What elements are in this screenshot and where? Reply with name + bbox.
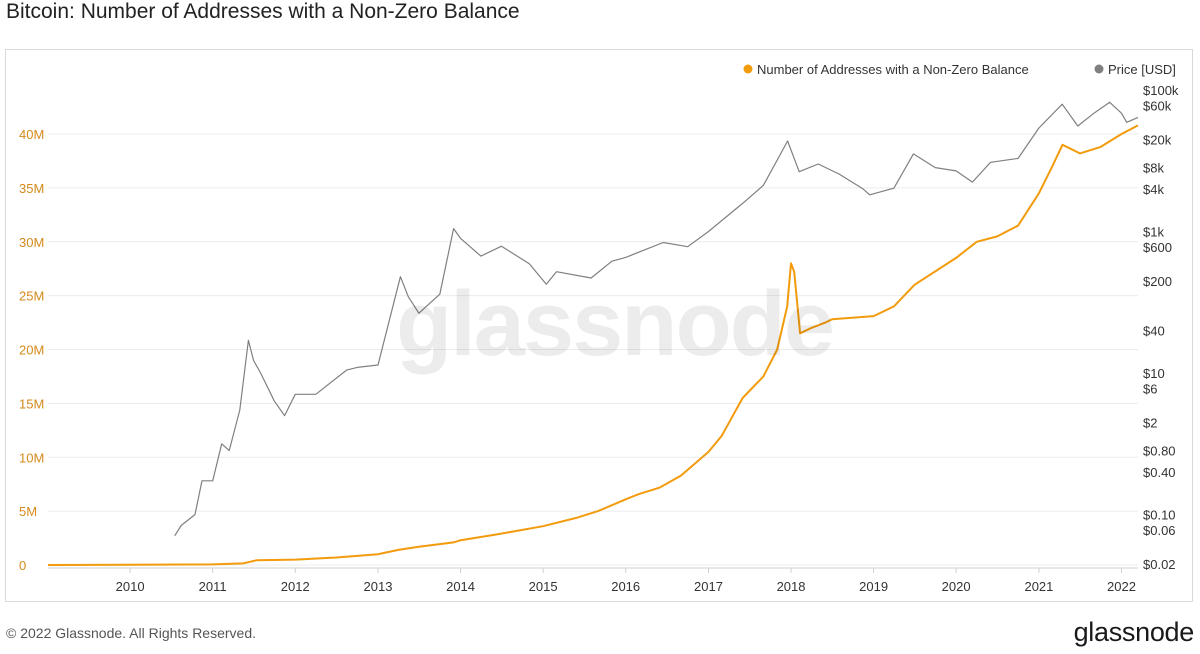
right-tick-label: $10: [1143, 366, 1165, 381]
copyright-text: © 2022 Glassnode. All Rights Reserved.: [6, 625, 257, 641]
right-tick-label: $20k: [1143, 132, 1172, 147]
left-tick-label: 35M: [19, 181, 44, 196]
chart-title: Bitcoin: Number of Addresses with a Non-…: [6, 0, 520, 23]
series-layer: [47, 101, 1139, 566]
right-tick-label: $0.40: [1143, 465, 1176, 480]
x-tick-label: 2021: [1024, 579, 1053, 594]
right-tick-label: $200: [1143, 274, 1172, 289]
right-tick-label: $0.80: [1143, 444, 1176, 459]
left-tick-label: 15M: [19, 396, 44, 411]
x-tick-label: 2014: [446, 579, 475, 594]
right-tick-label: $4k: [1143, 182, 1164, 197]
left-tick-label: 20M: [19, 343, 44, 358]
x-tick-label: 2018: [777, 579, 806, 594]
chart-panel: 0 5M 10M 15M 20M 25M 30M 35M 40M $0.02 $0.06 $0.10…: [5, 49, 1193, 602]
right-tick-label: $1k: [1143, 225, 1164, 240]
legend-label-price: Price [USD]: [1108, 62, 1176, 77]
legend-marker-addresses: [743, 64, 753, 74]
left-tick-label: 30M: [19, 235, 44, 250]
right-tick-label: $600: [1143, 240, 1172, 255]
right-tick-label: $6: [1143, 382, 1157, 397]
left-axis: 0 5M 10M 15M 20M 25M 30M 35M 40M: [19, 127, 44, 573]
grid: [48, 133, 1138, 566]
right-tick-label: $0.06: [1143, 523, 1176, 538]
glassnode-logo: glassnode: [1073, 617, 1195, 647]
x-tick-label: 2020: [942, 579, 971, 594]
x-tick-label: 2010: [116, 579, 145, 594]
x-tick-label: 2011: [199, 579, 227, 594]
right-tick-label: $40: [1143, 323, 1165, 338]
x-tick-label: 2012: [281, 579, 310, 594]
x-tick-label: 2017: [694, 579, 723, 594]
x-tick-label: 2013: [364, 579, 393, 594]
right-axis: $0.02 $0.06$0.10 $0.40 $0.80 $2 $6$10 $40 $200 $…: [1143, 83, 1179, 572]
price-series-line: [174, 101, 1139, 537]
x-axis: 2010 2011 2012 2013 2014 2015 2016 2017 2018 2019…: [48, 567, 1138, 594]
right-tick-label: $0.02: [1143, 557, 1176, 572]
left-tick-label: 25M: [19, 289, 44, 304]
addresses-series-line: [47, 124, 1139, 566]
left-tick-label: 10M: [19, 450, 44, 465]
right-tick-label: $100k: [1143, 83, 1179, 98]
x-tick-label: 2016: [611, 579, 640, 594]
right-tick-label: $0.10: [1143, 508, 1176, 523]
left-tick-label: 40M: [19, 127, 44, 142]
left-tick-label: 0: [19, 558, 26, 573]
right-tick-label: $60k: [1143, 99, 1172, 114]
legend-marker-price: [1094, 64, 1104, 74]
legend-label-addresses: Number of Addresses with a Non-Zero Bala…: [757, 62, 1029, 77]
right-tick-label: $2: [1143, 415, 1157, 430]
right-tick-label: $8k: [1143, 161, 1164, 176]
x-tick-label: 2022: [1107, 579, 1136, 594]
legend: Number of Addresses with a Non-Zero Bala…: [743, 62, 1176, 77]
x-tick-label: 2015: [529, 579, 558, 594]
chart-svg: 0 5M 10M 15M 20M 25M 30M 35M 40M $0.02 $0.06$0.10…: [19, 62, 1179, 594]
x-tick-label: 2019: [859, 579, 888, 594]
left-tick-label: 5M: [19, 504, 37, 519]
